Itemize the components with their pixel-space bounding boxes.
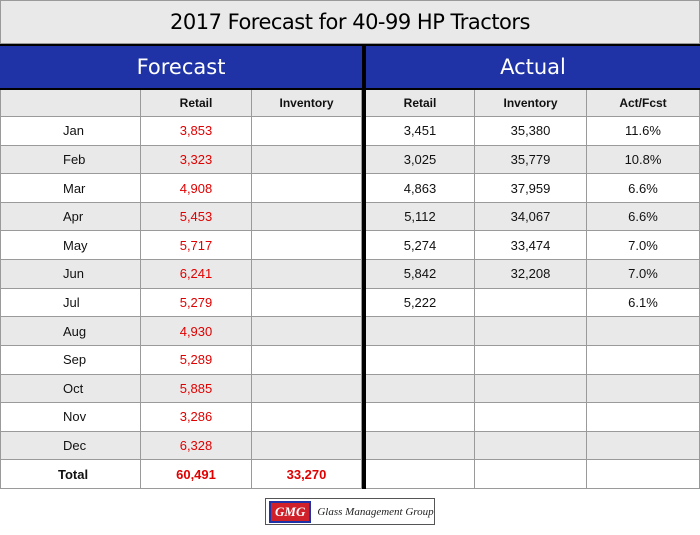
row-label: Feb [0,145,141,175]
column-header: Inventory [252,90,362,117]
table-cell: 7.0% [587,231,700,261]
logo-text: Glass Management Group [317,505,434,518]
table-cell: 34,067 [475,202,587,232]
table-cell [252,202,362,232]
table-cell [475,374,587,404]
row-label: May [0,231,141,261]
table-cell [252,231,362,261]
column-header: Retail [366,90,475,117]
table-cell [252,288,362,318]
table-cell [366,345,475,375]
table-cell [252,403,362,432]
table-cell [252,117,362,146]
table-cell [366,431,475,461]
table-cell: 4,908 [141,174,252,203]
table-cell: 37,959 [475,174,587,203]
column-header: Retail [141,90,252,117]
table-cell: 7.0% [587,260,700,289]
row-label: Nov [0,403,141,432]
table-cell: 4,930 [141,317,252,346]
column-header: Act/Fcst [587,90,700,117]
table-cell: 33,474 [475,231,587,261]
table-cell: 5,453 [141,202,252,232]
table-cell [366,374,475,404]
table-cell: 33,270 [252,460,362,489]
table-cell: 5,112 [366,202,475,232]
table-cell [587,431,700,461]
table-title: 2017 Forecast for 40-99 HP Tractors [0,0,700,44]
table-cell: 3,853 [141,117,252,146]
table-cell [475,431,587,461]
row-label: Total [0,460,141,489]
logo-mark-box: GMG [269,500,312,523]
table-cell: 6,328 [141,431,252,461]
table-cell: 4,863 [366,174,475,203]
table-cell: 6.6% [587,174,700,203]
group-header: Actual [366,44,700,90]
logo-mark: GMG [271,502,310,521]
table-cell: 35,380 [475,117,587,146]
row-label: Apr [0,202,141,232]
logo: GMG Glass Management Group [265,498,435,525]
table-cell [252,260,362,289]
table-cell: 60,491 [141,460,252,489]
table-cell: 10.8% [587,145,700,175]
table-cell [587,317,700,346]
table-cell [475,403,587,432]
table-cell [252,317,362,346]
table-cell: 35,779 [475,145,587,175]
group-header: Forecast [0,44,362,90]
table-cell: 3,323 [141,145,252,175]
table-cell: 5,289 [141,345,252,375]
table-cell [587,345,700,375]
table-cell: 3,286 [141,403,252,432]
column-header [0,90,141,117]
row-label: Dec [0,431,141,461]
table-cell [475,345,587,375]
table-cell: 5,842 [366,260,475,289]
table-cell [587,460,700,489]
table-cell: 5,274 [366,231,475,261]
row-label: Jul [0,288,141,318]
table-cell: 3,451 [366,117,475,146]
table-cell [252,145,362,175]
table-cell [475,460,587,489]
row-label: Mar [0,174,141,203]
row-label: Oct [0,374,141,404]
table-cell: 11.6% [587,117,700,146]
column-header: Inventory [475,90,587,117]
row-label: Jan [0,117,141,146]
table-cell [252,431,362,461]
table-cell: 5,222 [366,288,475,318]
table-cell [475,288,587,318]
table-cell: 6,241 [141,260,252,289]
row-label: Sep [0,345,141,375]
table-cell: 5,279 [141,288,252,318]
table-cell [587,374,700,404]
table-cell [252,174,362,203]
table-cell [252,345,362,375]
table-cell [366,317,475,346]
divider [362,44,366,489]
table-cell: 5,717 [141,231,252,261]
table-cell [366,403,475,432]
row-label: Jun [0,260,141,289]
table-cell [366,460,475,489]
table-cell: 6.6% [587,202,700,232]
table-cell [475,317,587,346]
table-cell: 6.1% [587,288,700,318]
table-cell [252,374,362,404]
row-label: Aug [0,317,141,346]
table-cell: 3,025 [366,145,475,175]
table-cell: 5,885 [141,374,252,404]
table-cell: 32,208 [475,260,587,289]
table-cell [587,403,700,432]
